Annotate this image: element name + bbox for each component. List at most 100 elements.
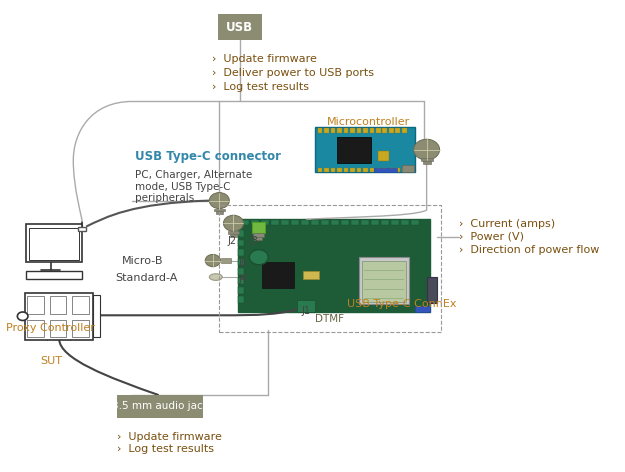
FancyBboxPatch shape xyxy=(318,168,322,172)
Text: ›  Log test results: › Log test results xyxy=(212,82,309,93)
FancyBboxPatch shape xyxy=(303,271,319,279)
FancyBboxPatch shape xyxy=(396,168,400,172)
FancyBboxPatch shape xyxy=(344,168,348,172)
FancyBboxPatch shape xyxy=(238,296,244,303)
FancyBboxPatch shape xyxy=(28,320,44,337)
Text: USB: USB xyxy=(226,21,253,34)
FancyBboxPatch shape xyxy=(421,158,432,161)
FancyBboxPatch shape xyxy=(362,261,406,302)
FancyBboxPatch shape xyxy=(238,259,244,265)
FancyBboxPatch shape xyxy=(281,220,289,225)
FancyBboxPatch shape xyxy=(78,227,86,231)
FancyBboxPatch shape xyxy=(28,296,44,314)
FancyBboxPatch shape xyxy=(363,168,368,172)
Text: J2: J2 xyxy=(228,236,237,246)
Circle shape xyxy=(224,215,244,231)
FancyBboxPatch shape xyxy=(262,262,294,288)
FancyBboxPatch shape xyxy=(415,306,429,312)
FancyBboxPatch shape xyxy=(427,277,438,303)
FancyBboxPatch shape xyxy=(324,168,329,172)
Text: ›  Direction of power flow: › Direction of power flow xyxy=(459,245,599,255)
Text: ›  Current (amps): › Current (amps) xyxy=(459,219,555,229)
FancyBboxPatch shape xyxy=(311,220,319,225)
FancyBboxPatch shape xyxy=(29,228,79,260)
FancyBboxPatch shape xyxy=(241,220,249,225)
FancyBboxPatch shape xyxy=(291,220,299,225)
FancyBboxPatch shape xyxy=(50,296,66,314)
Text: DTMF: DTMF xyxy=(315,313,344,324)
FancyBboxPatch shape xyxy=(422,161,431,164)
FancyBboxPatch shape xyxy=(217,14,262,40)
FancyBboxPatch shape xyxy=(301,220,309,225)
Ellipse shape xyxy=(209,274,222,280)
FancyBboxPatch shape xyxy=(221,258,231,263)
FancyBboxPatch shape xyxy=(344,128,348,133)
Circle shape xyxy=(209,193,229,209)
FancyBboxPatch shape xyxy=(359,257,409,304)
Text: J3: J3 xyxy=(249,236,259,246)
FancyBboxPatch shape xyxy=(374,168,397,172)
Text: ›  Update firmware: › Update firmware xyxy=(118,431,222,442)
FancyBboxPatch shape xyxy=(382,128,387,133)
FancyBboxPatch shape xyxy=(378,151,389,161)
FancyBboxPatch shape xyxy=(337,128,342,133)
FancyBboxPatch shape xyxy=(238,278,244,284)
FancyBboxPatch shape xyxy=(214,209,224,211)
FancyBboxPatch shape xyxy=(321,220,329,225)
Circle shape xyxy=(249,250,268,265)
FancyBboxPatch shape xyxy=(376,168,381,172)
FancyBboxPatch shape xyxy=(351,220,359,225)
FancyBboxPatch shape xyxy=(324,128,329,133)
FancyBboxPatch shape xyxy=(402,168,407,172)
Text: ›  Update firmware: › Update firmware xyxy=(212,54,316,64)
Circle shape xyxy=(205,254,221,267)
FancyBboxPatch shape xyxy=(401,220,409,225)
FancyBboxPatch shape xyxy=(389,168,394,172)
FancyBboxPatch shape xyxy=(318,128,322,133)
Text: ›  Log test results: › Log test results xyxy=(118,444,214,455)
FancyBboxPatch shape xyxy=(376,128,381,133)
FancyBboxPatch shape xyxy=(261,220,269,225)
FancyBboxPatch shape xyxy=(350,128,355,133)
Circle shape xyxy=(18,312,28,320)
FancyBboxPatch shape xyxy=(315,127,415,172)
FancyBboxPatch shape xyxy=(402,165,414,172)
FancyBboxPatch shape xyxy=(369,168,374,172)
FancyBboxPatch shape xyxy=(238,240,244,246)
FancyBboxPatch shape xyxy=(389,128,394,133)
FancyBboxPatch shape xyxy=(381,220,389,225)
Text: USB Type-C ConnEx: USB Type-C ConnEx xyxy=(347,299,457,310)
FancyBboxPatch shape xyxy=(228,231,239,234)
FancyBboxPatch shape xyxy=(402,128,407,133)
FancyBboxPatch shape xyxy=(252,222,264,233)
FancyBboxPatch shape xyxy=(238,249,244,256)
FancyBboxPatch shape xyxy=(25,293,92,340)
FancyBboxPatch shape xyxy=(341,220,349,225)
FancyBboxPatch shape xyxy=(356,128,361,133)
FancyBboxPatch shape xyxy=(337,168,342,172)
FancyBboxPatch shape xyxy=(238,287,244,294)
FancyBboxPatch shape xyxy=(411,220,419,225)
FancyBboxPatch shape xyxy=(251,220,259,225)
FancyBboxPatch shape xyxy=(118,395,203,418)
FancyBboxPatch shape xyxy=(72,296,89,314)
FancyBboxPatch shape xyxy=(72,320,89,337)
FancyBboxPatch shape xyxy=(253,233,264,237)
FancyBboxPatch shape xyxy=(391,220,399,225)
FancyBboxPatch shape xyxy=(230,234,237,237)
FancyBboxPatch shape xyxy=(363,128,368,133)
FancyBboxPatch shape xyxy=(26,224,82,262)
Text: ›  Power (V): › Power (V) xyxy=(459,232,524,242)
FancyBboxPatch shape xyxy=(337,137,371,163)
Text: USB Type-C connector: USB Type-C connector xyxy=(135,150,281,163)
FancyBboxPatch shape xyxy=(50,320,66,337)
Text: ›  Deliver power to USB ports: › Deliver power to USB ports xyxy=(212,68,374,78)
FancyBboxPatch shape xyxy=(26,271,82,279)
Text: SUT: SUT xyxy=(40,356,62,366)
FancyBboxPatch shape xyxy=(356,168,361,172)
FancyBboxPatch shape xyxy=(331,220,339,225)
FancyBboxPatch shape xyxy=(331,168,336,172)
FancyBboxPatch shape xyxy=(238,219,429,312)
Text: Standard-A: Standard-A xyxy=(116,272,178,283)
Text: 3.5 mm audio jack: 3.5 mm audio jack xyxy=(112,401,209,412)
